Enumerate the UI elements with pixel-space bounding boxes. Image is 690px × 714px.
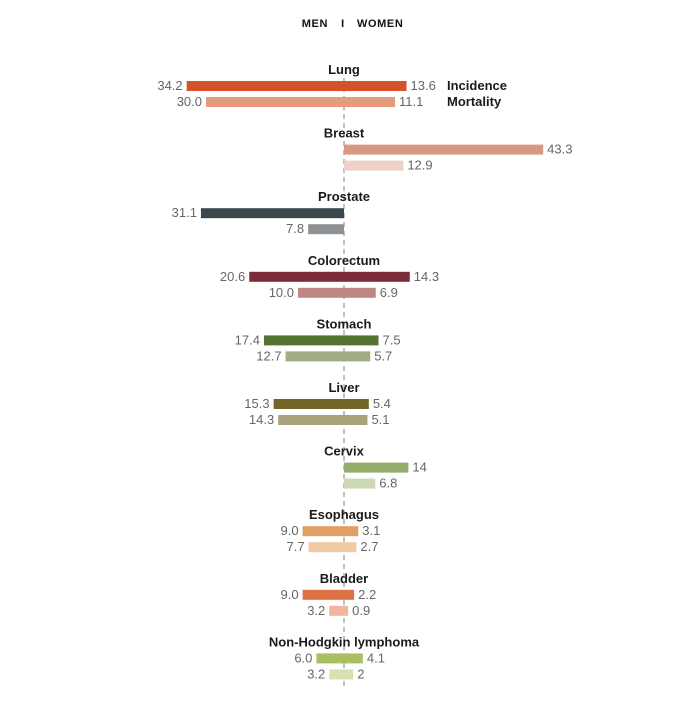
mortality-bar-men-lung <box>206 97 344 107</box>
incidence-value-women-esophagus: 3.1 <box>362 523 380 538</box>
incidence-value-men-bladder: 9.0 <box>281 587 299 602</box>
incidence-value-women-stomach: 7.5 <box>383 332 401 347</box>
header-men: MEN <box>302 18 328 30</box>
incidence-bar-women-cervix <box>344 462 409 473</box>
mortality-bar-men-liver <box>278 415 344 425</box>
mortality-bar-women-cervix <box>344 478 376 489</box>
category-label-colorectum: Colorectum <box>308 253 380 268</box>
incidence-value-men-lung: 34.2 <box>157 78 182 93</box>
incidence-value-men-prostate: 31.1 <box>172 205 197 220</box>
incidence-bar-women-liver <box>344 399 369 409</box>
mortality-bar-women-breast <box>344 160 404 171</box>
incidence-bar-men-non-hodgkin-lymphoma <box>316 653 344 664</box>
legend-incidence: Incidence <box>447 78 507 93</box>
mortality-value-women-colorectum: 6.9 <box>380 285 398 300</box>
mortality-value-men-esophagus: 7.7 <box>287 539 305 554</box>
mortality-value-women-non-hodgkin-lymphoma: 2 <box>357 666 364 681</box>
incidence-value-men-colorectum: 20.6 <box>220 269 245 284</box>
category-label-cervix: Cervix <box>324 444 365 459</box>
category-label-non-hodgkin-lymphoma: Non-Hodgkin lymphoma <box>269 634 420 649</box>
incidence-bar-women-non-hodgkin-lymphoma <box>344 653 363 664</box>
mortality-bar-men-prostate <box>308 224 344 235</box>
incidence-value-women-non-hodgkin-lymphoma: 4.1 <box>367 650 385 665</box>
incidence-bar-women-esophagus <box>344 526 359 537</box>
legend-mortality: Mortality <box>447 94 502 109</box>
mortality-value-women-lung: 11.1 <box>399 94 423 109</box>
incidence-bar-men-stomach <box>263 335 344 346</box>
category-label-lung: Lung <box>328 62 360 77</box>
mortality-bar-men-esophagus <box>308 542 344 553</box>
incidence-bar-men-colorectum <box>249 271 344 282</box>
mortality-bar-women-stomach <box>344 351 371 362</box>
incidence-value-women-colorectum: 14.3 <box>414 269 439 284</box>
mortality-bar-women-liver <box>344 415 368 425</box>
mortality-value-men-prostate: 7.8 <box>286 221 304 236</box>
header-women: WOMEN <box>357 18 403 30</box>
incidence-bar-women-lung <box>344 81 407 91</box>
incidence-bar-men-liver <box>273 399 344 409</box>
mortality-bar-women-esophagus <box>344 542 357 553</box>
mortality-value-men-stomach: 12.7 <box>256 348 281 363</box>
incidence-bar-women-stomach <box>344 335 379 346</box>
incidence-bar-men-prostate <box>200 208 344 219</box>
mortality-value-men-colorectum: 10.0 <box>269 285 294 300</box>
bar-groups: Lung 34.2 13.6 30.0 11.1 Breast 43.3 12.9 Prosta… <box>157 62 572 681</box>
mortality-value-men-lung: 30.0 <box>177 94 202 109</box>
mortality-value-women-esophagus: 2.7 <box>360 539 378 554</box>
category-label-breast: Breast <box>324 126 365 141</box>
mortality-value-women-liver: 5.1 <box>371 412 389 427</box>
incidence-value-women-cervix: 14 <box>412 460 426 475</box>
mortality-value-men-liver: 14.3 <box>249 412 274 427</box>
incidence-bar-women-breast <box>344 144 544 155</box>
category-label-prostate: Prostate <box>318 189 370 204</box>
incidence-value-women-bladder: 2.2 <box>358 587 376 602</box>
mortality-bar-men-non-hodgkin-lymphoma <box>329 669 344 680</box>
mortality-bar-men-stomach <box>285 351 344 362</box>
incidence-value-women-liver: 5.4 <box>373 396 391 411</box>
mortality-bar-women-colorectum <box>344 287 376 298</box>
mortality-value-women-bladder: 0.9 <box>352 603 370 618</box>
mortality-bar-women-lung <box>344 97 396 107</box>
category-label-bladder: Bladder <box>320 571 368 586</box>
incidence-value-men-liver: 15.3 <box>244 396 269 411</box>
mortality-value-women-cervix: 6.8 <box>379 476 397 491</box>
category-label-liver: Liver <box>328 380 359 395</box>
category-label-esophagus: Esophagus <box>309 507 379 522</box>
incidence-bar-men-bladder <box>302 589 344 600</box>
incidence-bar-men-lung <box>186 81 344 91</box>
mortality-value-women-breast: 12.9 <box>407 158 432 173</box>
header-separator: I <box>341 18 345 30</box>
mortality-value-men-bladder: 3.2 <box>307 603 325 618</box>
incidence-bar-women-colorectum <box>344 271 410 282</box>
incidence-value-men-non-hodgkin-lymphoma: 6.0 <box>294 650 312 665</box>
category-label-stomach: Stomach <box>317 316 372 331</box>
incidence-value-men-esophagus: 9.0 <box>281 523 299 538</box>
mortality-value-men-non-hodgkin-lymphoma: 3.2 <box>307 666 325 681</box>
incidence-value-women-breast: 43.3 <box>547 142 572 157</box>
mortality-bar-men-colorectum <box>298 287 344 298</box>
mortality-value-women-stomach: 5.7 <box>374 348 392 363</box>
mortality-bar-men-bladder <box>329 605 344 616</box>
incidence-value-women-lung: 13.6 <box>411 78 436 93</box>
incidence-value-men-stomach: 17.4 <box>235 332 260 347</box>
incidence-bar-women-bladder <box>344 589 355 600</box>
mortality-bar-women-non-hodgkin-lymphoma <box>344 669 354 680</box>
mortality-bar-women-bladder <box>344 605 349 616</box>
chart-header: MEN I WOMEN <box>302 18 403 30</box>
incidence-bar-men-esophagus <box>302 526 344 537</box>
